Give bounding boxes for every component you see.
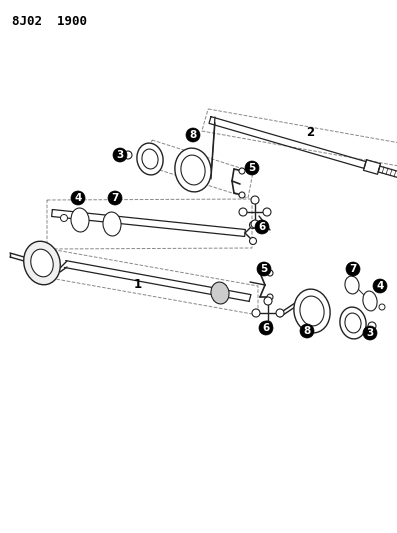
Text: 6: 6 — [262, 323, 270, 333]
Circle shape — [259, 321, 273, 335]
Text: 8: 8 — [189, 130, 197, 140]
Text: 6: 6 — [258, 222, 266, 232]
Ellipse shape — [31, 249, 53, 277]
Circle shape — [267, 294, 273, 300]
Circle shape — [267, 270, 273, 276]
Ellipse shape — [181, 155, 205, 185]
Text: 8J02  1900: 8J02 1900 — [12, 15, 87, 28]
Circle shape — [249, 222, 256, 229]
Text: 3: 3 — [116, 150, 123, 160]
Ellipse shape — [363, 291, 377, 311]
Circle shape — [251, 220, 259, 228]
Text: 7: 7 — [111, 193, 119, 203]
Ellipse shape — [71, 208, 89, 232]
Circle shape — [113, 148, 127, 162]
Circle shape — [255, 220, 269, 234]
Text: 2: 2 — [306, 126, 314, 140]
Circle shape — [239, 192, 245, 198]
Circle shape — [60, 214, 67, 222]
Text: 5: 5 — [249, 163, 256, 173]
Text: 1: 1 — [134, 279, 142, 292]
Circle shape — [71, 191, 85, 205]
Circle shape — [276, 309, 284, 317]
Ellipse shape — [175, 148, 211, 192]
Circle shape — [108, 191, 122, 205]
Circle shape — [379, 304, 385, 310]
Circle shape — [264, 297, 272, 305]
Circle shape — [186, 128, 200, 142]
Text: 3: 3 — [366, 328, 374, 338]
Ellipse shape — [294, 289, 330, 333]
Circle shape — [251, 196, 259, 204]
Text: 5: 5 — [260, 264, 268, 274]
Ellipse shape — [300, 296, 324, 326]
Circle shape — [346, 262, 360, 276]
Circle shape — [239, 168, 245, 174]
Ellipse shape — [345, 276, 359, 294]
Circle shape — [257, 262, 271, 276]
Circle shape — [300, 324, 314, 338]
Ellipse shape — [24, 241, 60, 285]
Circle shape — [363, 326, 377, 340]
Ellipse shape — [345, 313, 361, 333]
Ellipse shape — [103, 212, 121, 236]
Text: 4: 4 — [74, 193, 82, 203]
Text: 7: 7 — [349, 264, 357, 274]
Circle shape — [368, 322, 376, 330]
Circle shape — [124, 151, 132, 159]
Ellipse shape — [340, 307, 366, 339]
Ellipse shape — [142, 149, 158, 169]
Circle shape — [264, 321, 272, 329]
Circle shape — [249, 238, 256, 245]
Circle shape — [252, 309, 260, 317]
Ellipse shape — [137, 143, 163, 175]
Text: 4: 4 — [376, 281, 384, 291]
Circle shape — [239, 208, 247, 216]
Text: 8: 8 — [303, 326, 310, 336]
Circle shape — [263, 208, 271, 216]
Circle shape — [373, 279, 387, 293]
Circle shape — [245, 161, 259, 175]
Ellipse shape — [211, 282, 229, 304]
